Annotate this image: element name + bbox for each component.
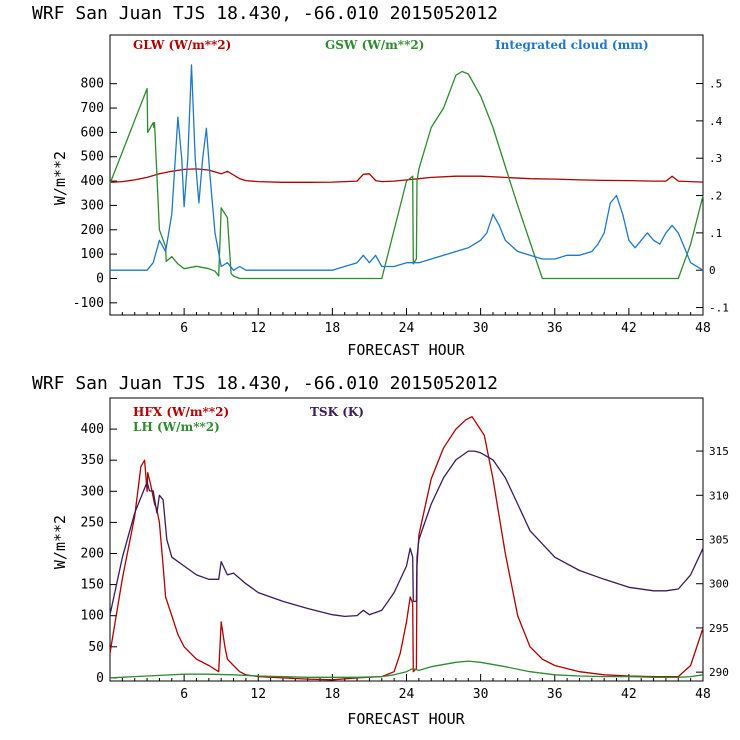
x-tick-label: 48 <box>695 687 711 702</box>
series-line-1 <box>109 660 704 679</box>
y-tick-label: 0 <box>96 271 104 286</box>
y-tick-label: 350 <box>81 453 104 468</box>
y-tick-label: 700 <box>81 101 104 116</box>
series-group <box>109 64 704 280</box>
x-tick-label: 6 <box>180 687 188 702</box>
y2-tick-label: 315 <box>709 445 729 458</box>
y-tick-label: 500 <box>81 150 104 165</box>
y2-tick-label: 290 <box>709 666 729 679</box>
x-axis: 6 12 18 24 30 36 42 48 <box>121 674 711 702</box>
panel-title: WRF San Juan TJS 18.430, -66.010 2015052… <box>32 373 498 394</box>
legend-gsw: GSW (W/m**2) <box>325 38 424 52</box>
y-tick-label: 100 <box>81 247 104 262</box>
x-tick-label: 30 <box>473 321 489 336</box>
series-line-0 <box>109 416 704 681</box>
panel-title: WRF San Juan TJS 18.430, -66.010 2015052… <box>32 3 498 24</box>
y-axis-left: 0 50 100 150 200 250 300 350 400 <box>81 422 117 686</box>
series-line-2 <box>110 64 704 271</box>
y2-tick-label: 295 <box>709 622 729 635</box>
y2-tick-label: .2 <box>709 190 722 203</box>
x-tick-label: 12 <box>250 321 266 336</box>
x-tick-label: 42 <box>621 687 637 702</box>
series-group <box>109 416 704 681</box>
y2-tick-label: .5 <box>709 78 722 91</box>
y-tick-label: 800 <box>81 77 104 92</box>
radiation-cloud-panel: WRF San Juan TJS 18.430, -66.010 2015052… <box>32 3 729 359</box>
y-tick-label: -100 <box>73 296 104 311</box>
y-tick-label: 50 <box>88 640 104 655</box>
y-axis-right: 290 295 300 305 310 315 <box>696 445 729 679</box>
x-axis: 6 12 18 24 30 36 42 48 <box>121 308 711 336</box>
legend-lh: LH (W/m**2) <box>133 420 220 434</box>
legend-cloud: Integrated cloud (mm) <box>495 38 649 52</box>
y2-tick-label: -.1 <box>709 302 729 315</box>
x-tick-label: 24 <box>399 687 415 702</box>
x-tick-label: 24 <box>399 321 415 336</box>
y-axis-label: W/m**2 <box>51 515 69 569</box>
flux-skin-temp-panel: WRF San Juan TJS 18.430, -66.010 2015052… <box>32 373 729 728</box>
series-line-2 <box>109 450 704 618</box>
y-tick-label: 200 <box>81 546 104 561</box>
x-tick-label: 30 <box>473 687 489 702</box>
plot-frame <box>109 397 704 682</box>
y2-tick-label: 0 <box>709 264 716 277</box>
y2-tick-label: .1 <box>709 227 722 240</box>
x-axis-label: FORECAST HOUR <box>347 341 465 359</box>
plot-frame <box>109 34 704 316</box>
x-tick-label: 48 <box>695 321 711 336</box>
y2-tick-label: .3 <box>709 152 722 165</box>
y2-tick-label: 310 <box>709 489 729 502</box>
x-tick-label: 18 <box>325 687 341 702</box>
y-tick-label: 100 <box>81 609 104 624</box>
y-tick-label: 400 <box>81 174 104 189</box>
y-tick-label: 400 <box>81 422 104 437</box>
y2-tick-label: 305 <box>709 534 729 547</box>
y2-tick-label: .4 <box>709 115 723 128</box>
legend-glw: GLW (W/m**2) <box>133 38 231 52</box>
y-tick-label: 250 <box>81 515 104 530</box>
legend-hfx: HFX (W/m**2) <box>133 405 229 419</box>
x-tick-label: 18 <box>325 321 341 336</box>
y-axis-label: W/m**2 <box>51 151 69 205</box>
x-tick-label: 36 <box>547 687 563 702</box>
y-tick-label: 300 <box>81 198 104 213</box>
y-tick-label: 200 <box>81 223 104 238</box>
y-tick-label: 300 <box>81 484 104 499</box>
x-axis-label: FORECAST HOUR <box>347 710 465 728</box>
y-tick-label: 150 <box>81 578 104 593</box>
x-tick-label: 42 <box>621 321 637 336</box>
y-axis-left: -100 0 100 200 300 400 500 600 700 800 <box>73 77 117 311</box>
x-tick-label: 6 <box>180 321 188 336</box>
x-tick-label: 36 <box>547 321 563 336</box>
y-tick-label: 600 <box>81 125 104 140</box>
series-line-0 <box>109 168 704 183</box>
y2-tick-label: 300 <box>709 578 729 591</box>
y-tick-label: 0 <box>96 671 104 686</box>
y-axis-right: -.1 0 .1 .2 .3 .4 .5 <box>696 78 729 315</box>
series-line-1 <box>109 70 704 280</box>
x-tick-label: 12 <box>250 687 266 702</box>
legend-tsk: TSK (K) <box>310 405 364 419</box>
